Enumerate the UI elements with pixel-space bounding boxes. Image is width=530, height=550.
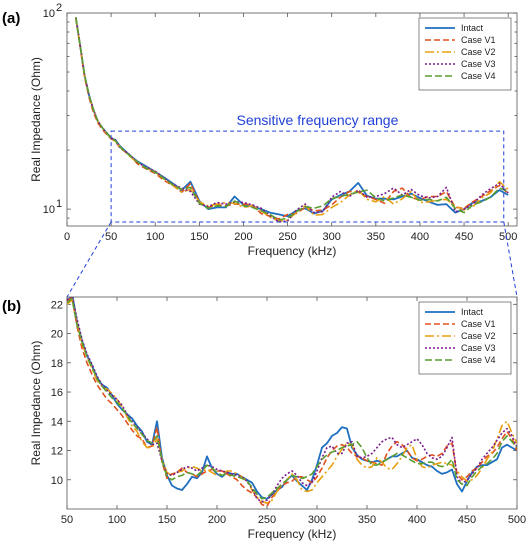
panel-label: (a) bbox=[2, 10, 20, 27]
legend-entry: Case V3 bbox=[461, 343, 496, 353]
series-line-case-v2 bbox=[75, 17, 509, 222]
y-tick-label: 14 bbox=[51, 416, 63, 428]
y-tick-label: 22 bbox=[51, 299, 63, 311]
y-tick-label: 10 bbox=[51, 475, 63, 487]
x-tick-label: 200 bbox=[234, 231, 252, 243]
legend-box bbox=[418, 17, 512, 91]
zoom-connector-right bbox=[503, 221, 518, 298]
x-tick-label: 100 bbox=[108, 514, 126, 526]
x-axis-label: Frequency (kHz) bbox=[248, 527, 337, 541]
sensitive-range-box bbox=[110, 130, 505, 223]
x-tick-label: 500 bbox=[499, 231, 517, 243]
x-tick-label: 150 bbox=[190, 231, 208, 243]
y-tick-label: 10 bbox=[43, 8, 55, 20]
y-axis-label: Real Impedance (Ohm) bbox=[29, 341, 43, 466]
legend-entry: Case V4 bbox=[461, 355, 496, 365]
legend: Intact Case V1 Case V2 Case V3 Case V4 bbox=[418, 17, 512, 91]
x-tick-label: 100 bbox=[146, 231, 164, 243]
x-tick-label: 200 bbox=[208, 514, 226, 526]
series-line-case-v4 bbox=[67, 297, 517, 500]
series-group bbox=[74, 17, 509, 223]
x-tick-label: 350 bbox=[358, 514, 376, 526]
legend-entry: Case V3 bbox=[461, 59, 496, 69]
chart-panel-b: 50 100 150 200 250 300 350 400 450 500 10 12 14 16 18 2… bbox=[2, 296, 526, 541]
series-line-case-v2 bbox=[67, 299, 517, 505]
y-tick-label: 12 bbox=[51, 446, 63, 458]
legend-entry: Case V1 bbox=[461, 319, 496, 329]
x-tick-label: 50 bbox=[61, 514, 73, 526]
legend-entry: Case V2 bbox=[461, 331, 496, 341]
y-tick-exponent: 1 bbox=[56, 198, 62, 210]
legend-entry: Case V4 bbox=[461, 71, 496, 81]
legend-entry: Case V1 bbox=[461, 35, 496, 45]
x-tick-label: 450 bbox=[458, 514, 476, 526]
y-tick-label: 18 bbox=[51, 358, 63, 370]
x-tick-label: 50 bbox=[105, 231, 117, 243]
x-tick-label: 400 bbox=[411, 231, 429, 243]
legend: Intact Case V1 Case V2 Case V3 Case V4 bbox=[418, 301, 512, 375]
x-tick-label: 250 bbox=[278, 231, 296, 243]
x-tick-label: 250 bbox=[258, 514, 276, 526]
series-group bbox=[67, 297, 517, 507]
x-tick-label: 400 bbox=[408, 514, 426, 526]
series-line-case-v3 bbox=[67, 297, 517, 503]
legend-entry: Intact bbox=[461, 23, 484, 33]
x-tick-label: 300 bbox=[323, 231, 341, 243]
legend-entry: Case V2 bbox=[461, 47, 496, 57]
y-tick-label: 10 bbox=[43, 204, 55, 216]
legend-box bbox=[418, 301, 512, 375]
x-tick-label: 300 bbox=[308, 514, 326, 526]
x-tick-label: 150 bbox=[158, 514, 176, 526]
panel-label: (b) bbox=[2, 298, 21, 315]
x-tick-label: 450 bbox=[455, 231, 473, 243]
legend-entry: Intact bbox=[461, 307, 484, 317]
y-tick-label: 20 bbox=[51, 329, 63, 341]
x-tick-label: 0 bbox=[64, 231, 70, 243]
zoom-connector-left bbox=[66, 221, 112, 298]
y-axis-label: Real Impedance (Ohm) bbox=[29, 57, 43, 182]
series-line-case-v1 bbox=[67, 297, 517, 507]
y-tick-label: 16 bbox=[51, 387, 63, 399]
series-line-case-v4 bbox=[75, 17, 509, 221]
sensitive-range-annotation: Sensitive frequency range bbox=[237, 112, 399, 128]
y-tick-exponent: 2 bbox=[56, 2, 62, 14]
x-axis-label: Frequency (kHz) bbox=[248, 244, 337, 258]
x-tick-label: 500 bbox=[508, 514, 526, 526]
x-tick-label: 350 bbox=[367, 231, 385, 243]
